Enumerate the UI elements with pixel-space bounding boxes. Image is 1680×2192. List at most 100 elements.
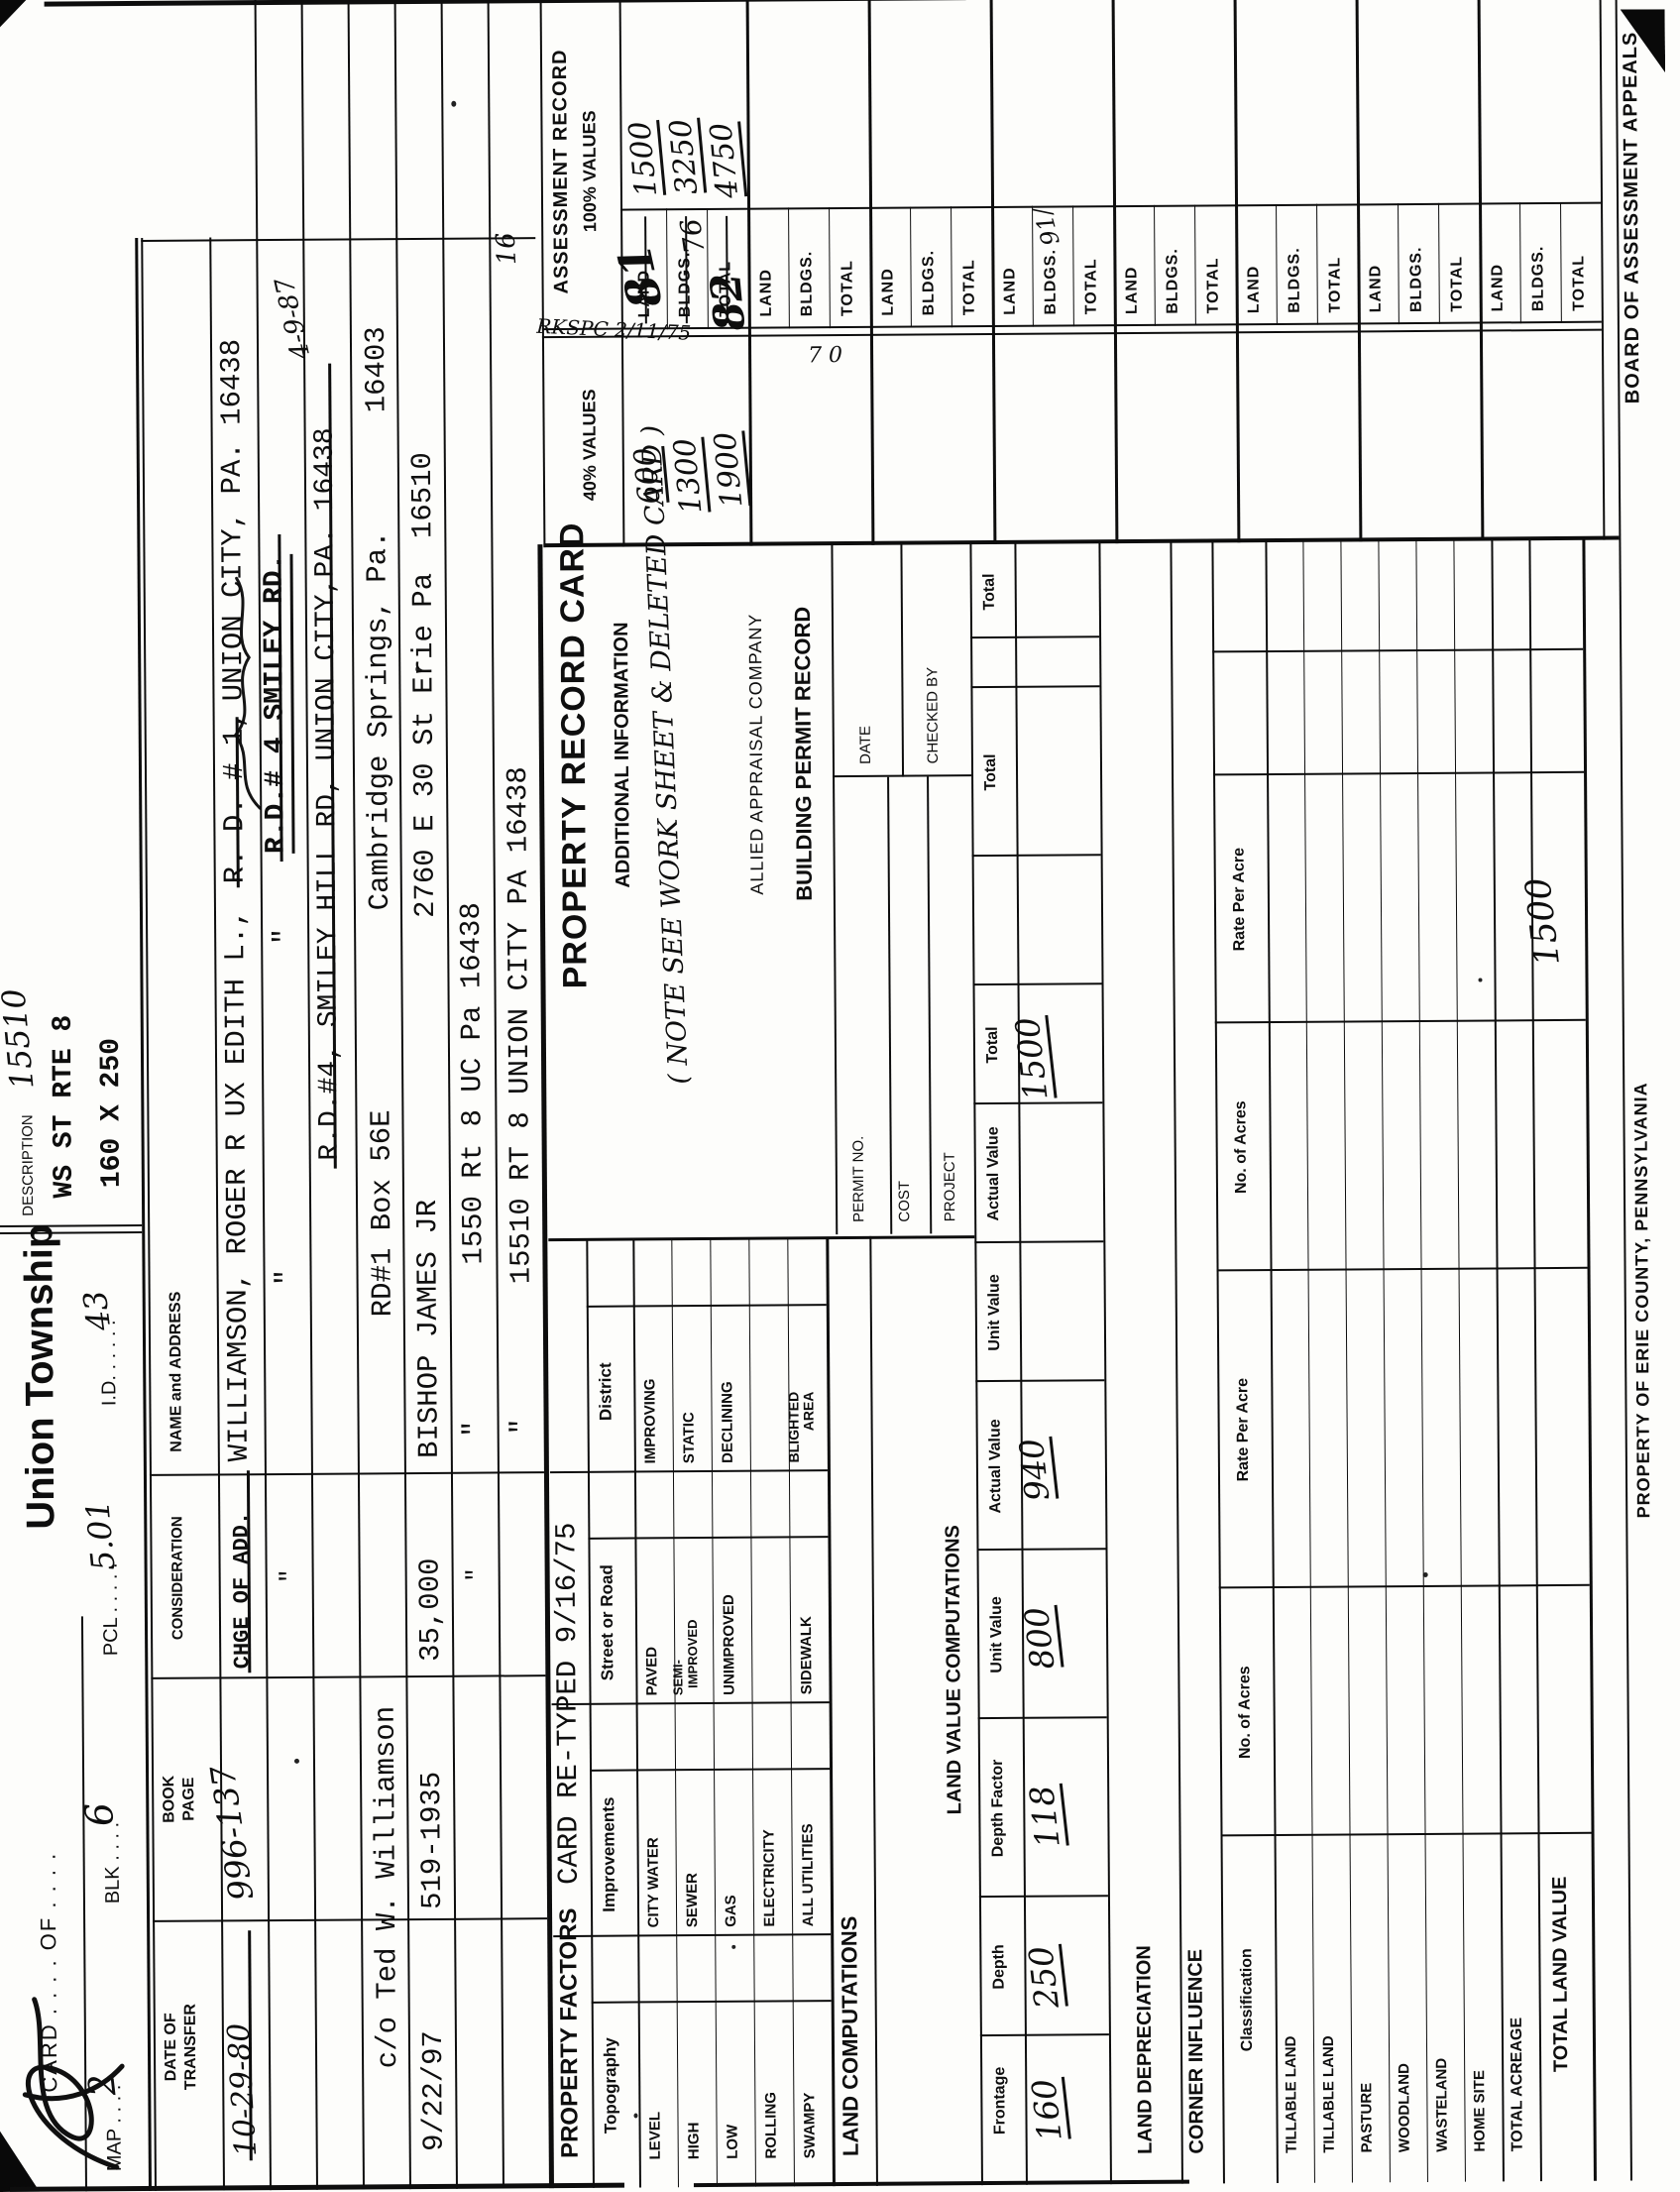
land-depreciation-label: LAND DEPRECIATION	[1133, 1945, 1157, 2155]
rule-line	[726, 215, 728, 323]
rule-line	[151, 1674, 546, 1679]
lvc-h-frontage: Frontage	[991, 2066, 1009, 2135]
item-gas: GAS	[722, 1895, 740, 1927]
stub-label-5: TOTAL	[839, 260, 856, 317]
class-h-rate2: Rate Per Acre	[1230, 848, 1249, 952]
total-acreage-label: TOTAL ACREAGE	[1508, 2017, 1526, 2152]
stub-label-20: TOTAL	[1448, 255, 1466, 312]
item-electricity: ELECTRICITY	[760, 1829, 779, 1927]
additional-info-title: ADDITIONAL INFORMATION	[610, 622, 634, 888]
rule-line	[1438, 202, 1440, 324]
handwritten-scribble	[233, 576, 262, 810]
row1-name-tail: UNION CITY, PA. 16438	[214, 338, 251, 702]
assessment-title: ASSESSMENT RECORD	[548, 49, 573, 294]
cost-label: COST	[895, 1180, 914, 1222]
rule-line	[972, 982, 1102, 986]
stub-label-6: LAND	[879, 268, 897, 316]
assessment-40: 40% VALUES	[579, 389, 601, 502]
assessment-100: 100% VALUES	[579, 110, 601, 233]
description-label: DESCRIPTION	[19, 1114, 38, 1216]
factors-topography: Topography	[600, 2037, 620, 2134]
rule-line	[787, 1238, 795, 2187]
col-consideration: CONSIDERATION	[168, 1516, 187, 1641]
rule-line	[900, 542, 905, 777]
rule-line	[973, 1101, 1103, 1105]
item-blighted-area: AREA	[800, 1391, 817, 1432]
rule-line	[1194, 204, 1196, 326]
row2-ditto-consid: "	[277, 1568, 304, 1584]
lvc-h-total2: Total	[981, 753, 1000, 791]
rule-line	[710, 1238, 718, 2187]
rule-line	[969, 542, 983, 2186]
rule-line	[1014, 541, 1028, 2185]
row1-name: WILLIAMSON, ROGER R UX EDITH L.,	[218, 909, 256, 1462]
rule-line	[1477, 0, 1485, 541]
rule-line	[978, 1895, 1108, 1899]
rule-line	[1233, 0, 1241, 543]
rule-line	[1265, 540, 1279, 2184]
lvc-v-unit-value: 800	[1017, 1604, 1064, 1672]
stub-label-9: LAND	[1001, 267, 1019, 315]
id-label: I.D. . . . . .	[97, 1320, 121, 1407]
corner-influence-label: CORNER INFLUENCE	[1184, 1948, 1208, 2154]
rule-line	[1170, 540, 1183, 2184]
permit-no-label: PERMIT NO.	[849, 1135, 868, 1222]
class-row-pasture: PASTURE	[1358, 2082, 1376, 2153]
scan-artifact	[731, 1944, 736, 1949]
rule-line	[970, 685, 1100, 689]
rule-line	[1220, 1831, 1592, 1837]
footer-board: BOARD OF ASSESSMENT APPEALS	[1619, 31, 1644, 404]
rule-line	[1378, 539, 1391, 2183]
description-value: 15510	[0, 986, 42, 1092]
class-h-acres2: No. of Acres	[1232, 1100, 1251, 1195]
scan-artifact	[633, 2113, 638, 2119]
stub-label-13: BLDGS.	[1164, 248, 1181, 314]
rule-line	[971, 854, 1101, 858]
description-line2: WS ST RTE 8	[48, 1014, 81, 1199]
item-high: HIGH	[685, 2122, 703, 2160]
permit-record-title: BUILDING PERMIT RECORD	[789, 606, 817, 901]
rule-line	[974, 1240, 1104, 1244]
rule-line	[1453, 538, 1466, 2182]
rule-line	[1211, 540, 1225, 2184]
scribble-91: 91/	[1028, 204, 1065, 249]
rule-line	[1098, 541, 1112, 2185]
lvc-title: LAND VALUE COMPUTATIONS	[942, 1525, 966, 1815]
total-land-value-label: TOTAL LAND VALUE	[1548, 1876, 1573, 2073]
additional-info-note: ( NOTE SEE WORK SHEET & DELETED CARD )	[635, 424, 695, 1086]
item-sidewalk: SIDEWALK	[797, 1616, 816, 1695]
item-sewer: SEWER	[683, 1873, 702, 1928]
factors-title: PROPERTY FACTORS	[555, 1907, 584, 2159]
rule-line	[586, 1304, 827, 1308]
row1-consideration: CHGE OF ADD.	[229, 1511, 256, 1670]
row2-ditto-2: "	[270, 928, 301, 946]
rule-line	[979, 2033, 1109, 2037]
township-title: Union Township	[17, 1223, 63, 1530]
rule-line	[887, 776, 893, 1234]
rule-line	[748, 1238, 756, 2187]
class-h-classification: Classification	[1238, 1948, 1257, 2052]
row5-address: 2760 E 30 St Erie Pa 16510	[405, 451, 443, 919]
description-line3: 160 X 250	[95, 1037, 128, 1189]
rule-line	[867, 0, 875, 545]
item-all-utilities: ALL UTILITIES	[799, 1823, 818, 1927]
lvc-v-depth-factor: 118	[1022, 1783, 1070, 1850]
rule-line	[666, 208, 668, 330]
row5-date: 9/22/97	[416, 2029, 451, 2152]
rule-line	[970, 635, 1100, 639]
factors-improvements: Improvements	[599, 1796, 619, 1912]
col-date-of: DATE OF	[162, 2013, 180, 2082]
stub-label-10: BLDGS.	[1042, 249, 1060, 315]
item-low: LOW	[724, 2124, 741, 2159]
item-improving: IMPROVING	[641, 1378, 659, 1464]
col-name-address: NAME and ADDRESS	[167, 1291, 185, 1452]
row3-annotation: 4-9-87	[270, 275, 317, 363]
blk-label: BLK . . . .	[101, 1821, 124, 1904]
rule-line	[549, 1469, 828, 1474]
item-declining: DECLINING	[719, 1381, 736, 1463]
stub-label-23: TOTAL	[1570, 254, 1588, 311]
val100-total: 4750	[704, 120, 748, 200]
scribble-70: 7 0	[807, 343, 843, 369]
